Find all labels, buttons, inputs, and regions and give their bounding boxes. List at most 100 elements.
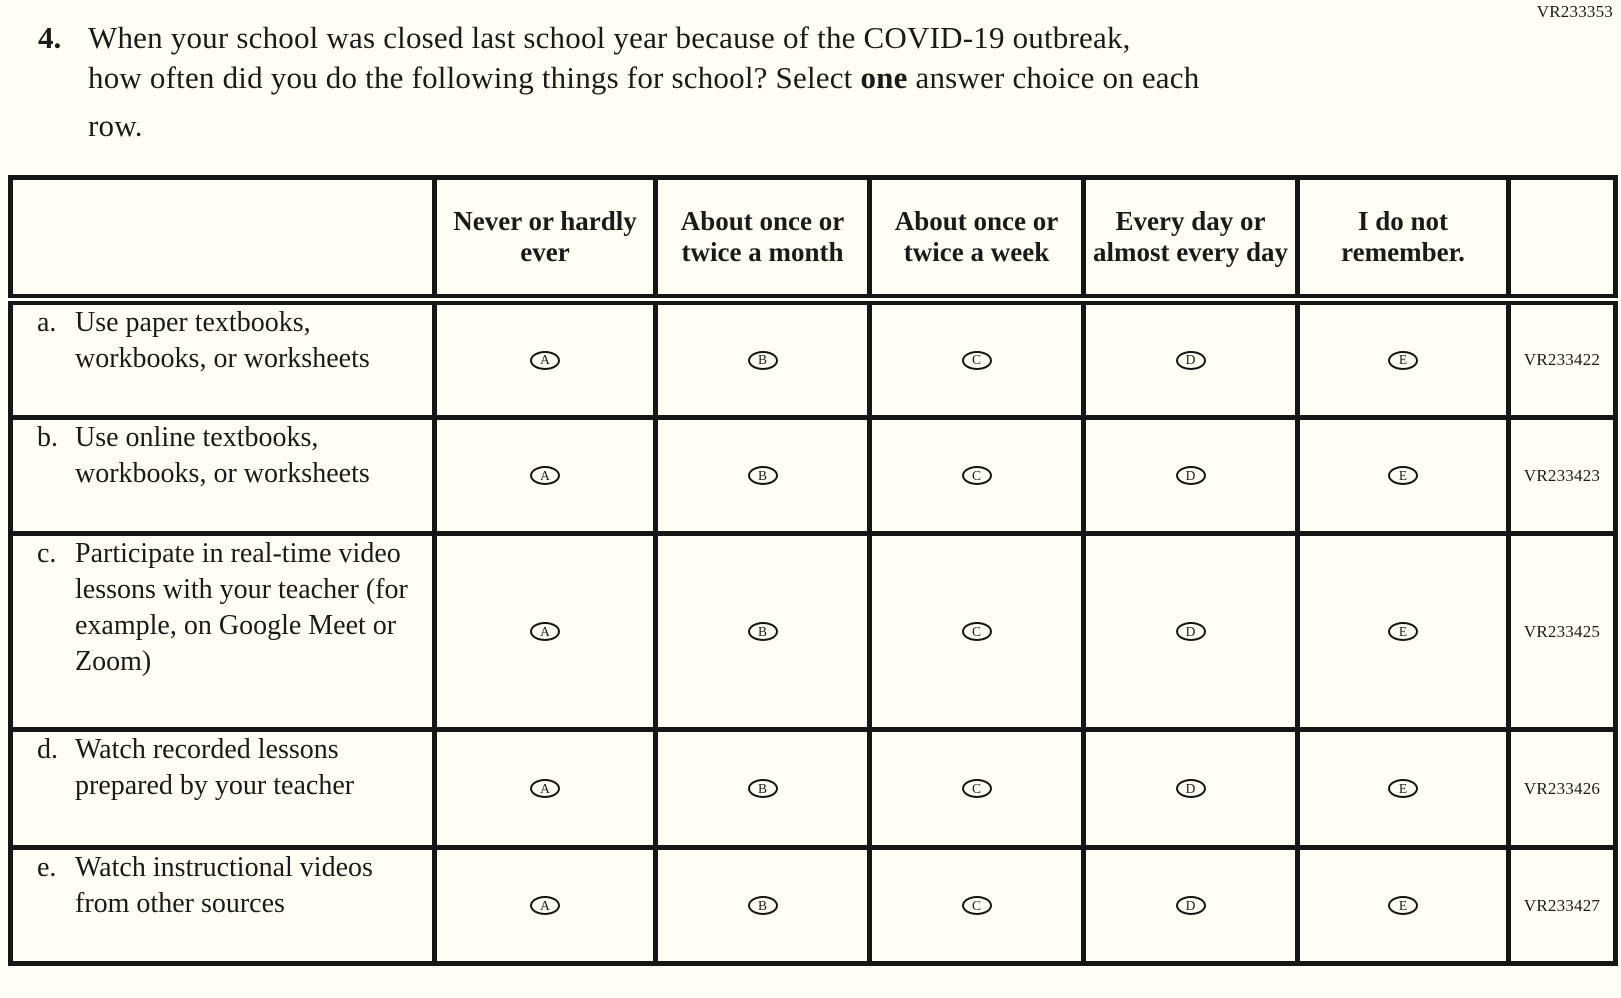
- row-code: VR233426: [1506, 727, 1618, 850]
- answer-bubble-d[interactable]: D: [1175, 779, 1206, 798]
- row-item-text: Participate in real-time video lessons w…: [75, 538, 408, 677]
- question-bold-one: one: [860, 60, 908, 95]
- row-code: VR233422: [1506, 297, 1618, 420]
- table-row: c. Participate in real-time video lesson…: [8, 531, 1618, 732]
- bubble-letter: D: [1185, 467, 1196, 483]
- bubble-letter: E: [1398, 623, 1408, 639]
- bubble-letter: A: [540, 623, 550, 639]
- bubble-letter: E: [1398, 897, 1408, 913]
- bubble-letter: D: [1185, 780, 1196, 796]
- bubble-letter: B: [757, 897, 767, 913]
- option-cell: B: [653, 415, 872, 536]
- answer-bubble-e[interactable]: E: [1388, 779, 1418, 798]
- answer-bubble-b[interactable]: B: [747, 896, 778, 915]
- answer-bubble-d[interactable]: D: [1175, 466, 1206, 485]
- item-cell: b. Use online textbooks, workbooks, or w…: [8, 415, 437, 536]
- answer-bubble-c[interactable]: C: [961, 622, 992, 641]
- answer-bubble-d[interactable]: D: [1175, 896, 1206, 915]
- row-item-text: Watch instructional videos from other so…: [75, 852, 373, 919]
- option-cell: C: [867, 297, 1086, 420]
- option-cell: A: [432, 297, 658, 420]
- answer-bubble-e[interactable]: E: [1388, 622, 1418, 641]
- row-letter: d.: [37, 734, 58, 765]
- answer-bubble-a[interactable]: A: [530, 466, 560, 485]
- option-cell: B: [653, 845, 872, 966]
- option-cell: A: [432, 845, 658, 966]
- row-code: VR233427: [1506, 845, 1618, 966]
- option-cell: E: [1295, 297, 1511, 420]
- option-cell: E: [1295, 845, 1511, 966]
- question-line-1: When your school was closed last school …: [88, 20, 1131, 55]
- answer-bubble-b[interactable]: B: [747, 622, 778, 641]
- bubble-letter: C: [971, 467, 981, 483]
- row-item-text: Use online textbooks, workbooks, or work…: [75, 422, 370, 489]
- answer-bubble-a[interactable]: A: [530, 350, 560, 370]
- bubble-letter: B: [757, 467, 767, 483]
- option-cell: C: [867, 415, 1086, 536]
- answer-bubble-c[interactable]: C: [961, 779, 992, 798]
- bubble-letter: C: [971, 352, 981, 368]
- option-cell: B: [653, 531, 872, 732]
- option-cell: B: [653, 297, 872, 420]
- option-cell: A: [432, 727, 658, 850]
- option-cell: D: [1081, 531, 1300, 732]
- column-header-once-twice-month: About once or twice a month: [653, 175, 872, 305]
- row-letter: a.: [37, 307, 57, 338]
- question-block: 4. When your school was closed last scho…: [38, 18, 1199, 146]
- option-cell: A: [432, 415, 658, 536]
- answer-bubble-e[interactable]: E: [1388, 350, 1418, 370]
- row-letter: e.: [37, 852, 57, 883]
- column-header-once-twice-week: About once or twice a week: [867, 175, 1086, 305]
- bubble-letter: C: [971, 780, 981, 796]
- bubble-letter: A: [540, 352, 550, 368]
- bubble-letter: C: [971, 623, 981, 639]
- bubble-letter: D: [1185, 352, 1196, 368]
- answer-bubble-d[interactable]: D: [1175, 622, 1206, 641]
- answer-bubble-c[interactable]: C: [961, 466, 992, 485]
- column-header-never-or-hardly-ever: Never or hardly ever: [432, 175, 658, 305]
- answer-bubble-e[interactable]: E: [1388, 896, 1418, 915]
- response-matrix-table: Never or hardly ever About once or twice…: [8, 175, 1618, 966]
- option-cell: A: [432, 531, 658, 732]
- bubble-letter: E: [1398, 352, 1408, 368]
- answer-bubble-a[interactable]: A: [530, 779, 560, 798]
- answer-bubble-c[interactable]: C: [961, 896, 992, 915]
- question-text: When your school was closed last school …: [88, 18, 1199, 146]
- answer-bubble-b[interactable]: B: [747, 350, 778, 370]
- answer-bubble-b[interactable]: B: [747, 779, 778, 798]
- item-cell: d. Watch recorded lessons prepared by yo…: [8, 727, 437, 850]
- bubble-letter: D: [1185, 897, 1196, 913]
- answer-bubble-a[interactable]: A: [530, 896, 560, 915]
- option-cell: D: [1081, 297, 1300, 420]
- item-cell: e. Watch instructional videos from other…: [8, 845, 437, 966]
- column-header-every-day: Every day or almost every day: [1081, 175, 1300, 305]
- table-row: a. Use paper textbooks, workbooks, or wo…: [8, 297, 1618, 420]
- bubble-letter: B: [757, 352, 767, 368]
- row-code: VR233423: [1506, 415, 1618, 536]
- bubble-letter: A: [540, 467, 550, 483]
- question-line-2: how often did you do the following thing…: [88, 60, 1200, 95]
- bubble-letter: B: [757, 623, 767, 639]
- answer-bubble-a[interactable]: A: [530, 622, 560, 641]
- row-item-text: Use paper textbooks, workbooks, or works…: [75, 307, 370, 374]
- bubble-letter: A: [540, 780, 550, 796]
- answer-bubble-c[interactable]: C: [961, 350, 992, 370]
- option-cell: E: [1295, 727, 1511, 850]
- answer-bubble-e[interactable]: E: [1388, 466, 1418, 485]
- answer-bubble-d[interactable]: D: [1175, 350, 1206, 370]
- bubble-letter: B: [757, 780, 767, 796]
- row-letter: c.: [37, 538, 57, 569]
- table-row: e. Watch instructional videos from other…: [8, 845, 1618, 966]
- table-row: b. Use online textbooks, workbooks, or w…: [8, 415, 1618, 536]
- option-cell: D: [1081, 845, 1300, 966]
- item-cell: a. Use paper textbooks, workbooks, or wo…: [8, 297, 437, 420]
- answer-bubble-b[interactable]: B: [747, 466, 778, 485]
- option-cell: C: [867, 531, 1086, 732]
- bubble-letter: C: [971, 897, 981, 913]
- bubble-letter: E: [1398, 780, 1408, 796]
- bubble-letter: E: [1398, 467, 1408, 483]
- option-cell: B: [653, 727, 872, 850]
- option-cell: C: [867, 845, 1086, 966]
- column-header-items: [8, 175, 437, 305]
- header-row: Never or hardly ever About once or twice…: [8, 175, 1618, 305]
